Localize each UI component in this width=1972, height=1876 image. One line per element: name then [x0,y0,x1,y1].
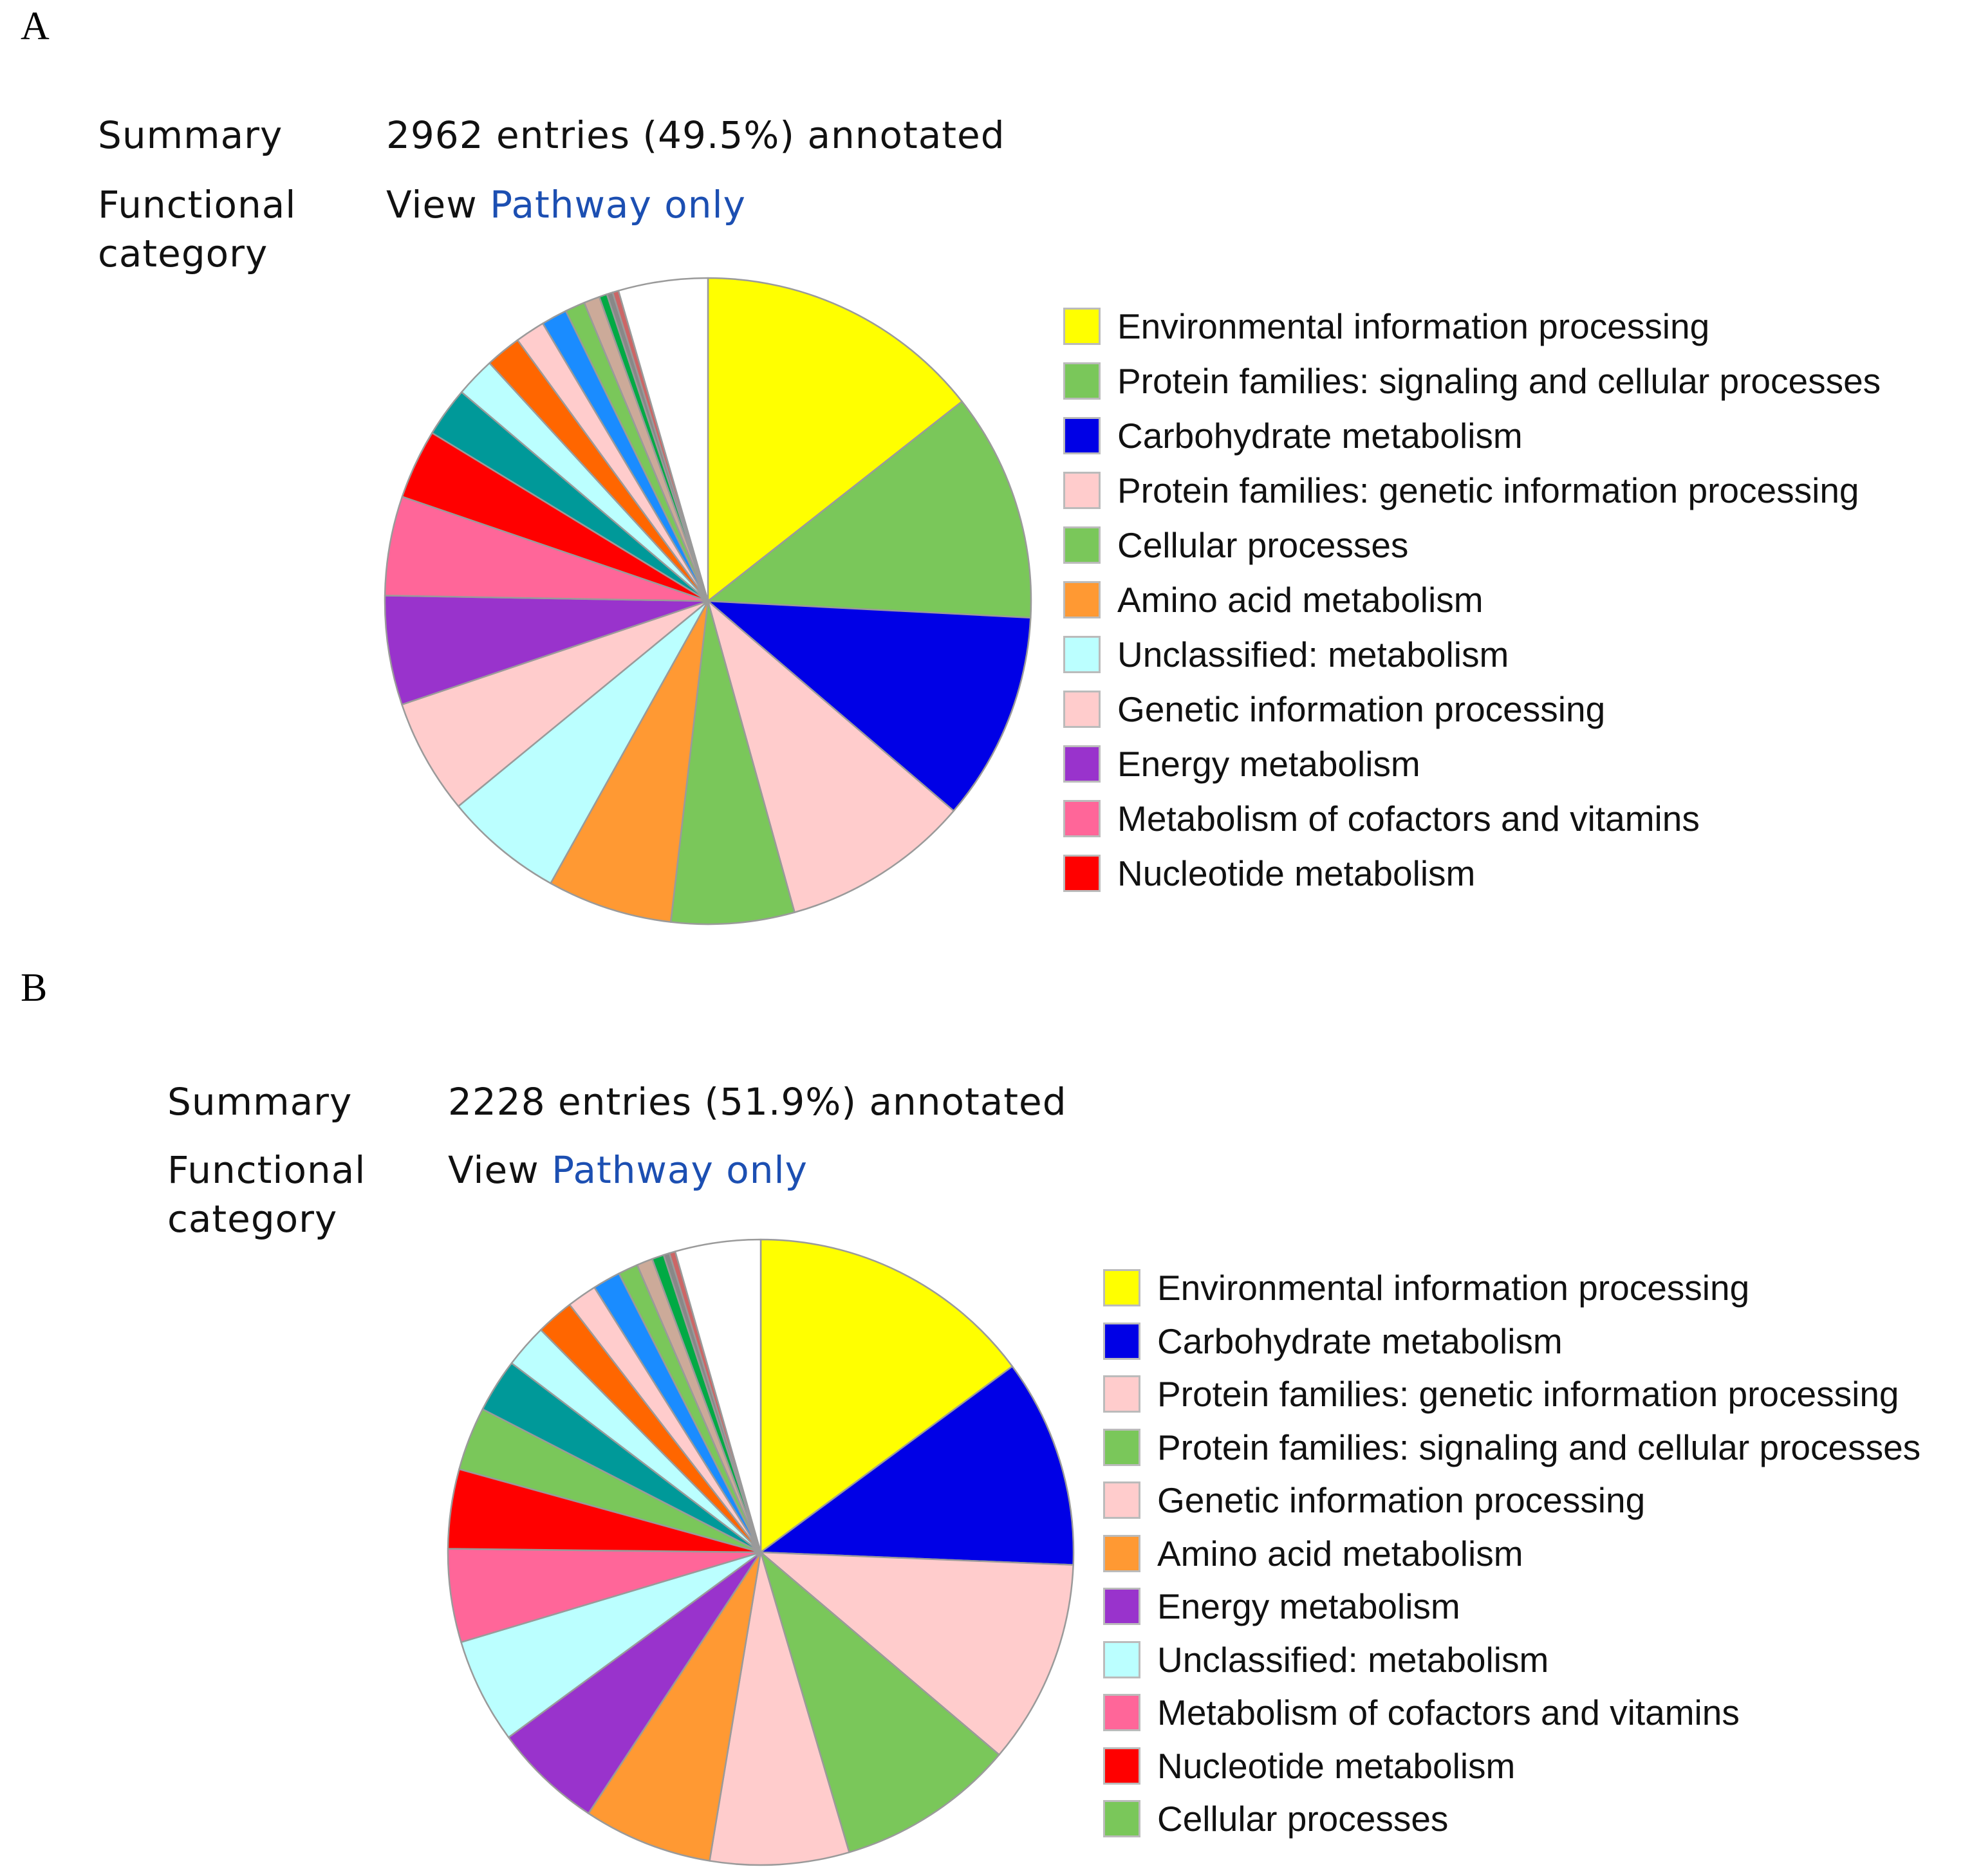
pie-slice [669,600,795,925]
legend-label: Genetic information processing [1117,689,1606,729]
legend-label: Energy metabolism [1157,1586,1460,1626]
pie-slice [759,1551,1074,1756]
legend-swatch [1063,691,1101,728]
legend-label: Protein families: signaling and cellular… [1117,361,1881,401]
legend-swatch [1103,1694,1140,1731]
pie-slice [759,1551,1000,1853]
legend-swatch [1063,308,1101,345]
pie-slice [759,1365,1075,1566]
view-text: View [386,183,478,227]
legend-swatch [1103,1640,1140,1678]
legend-label: Energy metabolism [1117,744,1420,784]
legend-label: Metabolism of cofactors and vitamins [1157,1693,1740,1732]
legend-label: Protein families: genetic information pr… [1157,1374,1899,1414]
summary-label: Summary [98,113,283,157]
legend-label: Nucleotide metabolism [1117,853,1476,893]
summary-value: 2228 entries (51.9%) annotated [448,1080,1067,1124]
legend-label: Carbohydrate metabolism [1117,416,1523,456]
pie-slice [507,1551,762,1814]
legend-swatch [1103,1481,1140,1519]
legend-label: Metabolism of cofactors and vitamins [1117,799,1700,839]
pie-slice [707,600,1032,812]
legend-swatch [1063,636,1101,673]
legend-label: Amino acid metabolism [1157,1533,1523,1574]
legend-label: Cellular processes [1157,1799,1449,1839]
pie-slice [709,1551,850,1866]
view-pathway-row: View Pathway only [448,1148,808,1192]
view-text: View [448,1148,539,1192]
legend-swatch [1103,1800,1140,1837]
legend-label: Nucleotide metabolism [1157,1745,1516,1786]
legend-swatch [1063,362,1101,400]
legend-label: Protein families: genetic information pr… [1117,470,1859,510]
pie-slice [707,277,963,602]
pie-slice [759,1238,1014,1554]
legend-swatch [1103,1375,1140,1413]
pie-slice [384,496,709,602]
legend-label: Environmental information processing [1117,306,1710,346]
panel-letter-b: B [21,966,48,1010]
legend-swatch [1103,1747,1140,1785]
pathway-only-link[interactable]: Pathway only [552,1148,808,1192]
panel-letter-a: A [21,5,50,48]
pie-chart-b [447,1238,1075,1866]
summary-value: 2962 entries (49.5%) annotated [386,113,1005,157]
pie-slice [457,600,709,884]
pie-slice [617,277,709,602]
legend-label: Environmental information processing [1157,1268,1750,1308]
pie-slice [588,1551,762,1862]
functional-category-label: Functional category [167,1148,366,1241]
legend-swatch [1063,800,1101,837]
summary-label: Summary [167,1080,353,1124]
legend-swatch [1103,1269,1140,1306]
functional-category-label: Functional category [98,183,297,275]
legend-swatch [1063,417,1101,454]
legend-swatch [1103,1322,1140,1360]
pie-slice [707,400,1032,619]
legend-a: Environmental information processing Prot… [1063,306,1964,913]
view-pathway-row: View Pathway only [386,183,746,227]
legend-swatch [1103,1534,1140,1572]
pie-slice [460,1551,762,1738]
legend-swatch [1063,472,1101,509]
pie-slice [401,600,709,807]
legend-b: Environmental information processing Carb… [1103,1268,1966,1861]
pie-chart-a [384,277,1032,925]
legend-swatch [1063,745,1101,783]
legend-label: Genetic information processing [1157,1480,1646,1520]
pathway-only-link[interactable]: Pathway only [490,183,746,227]
legend-label: Cellular processes [1117,525,1409,565]
legend-label: Amino acid metabolism [1117,580,1484,620]
legend-label: Unclassified: metabolism [1117,635,1509,674]
pie-slice [674,1238,762,1554]
legend-label: Carbohydrate metabolism [1157,1321,1563,1361]
legend-swatch [1103,1428,1140,1466]
legend-label: Protein families: signaling and cellular… [1157,1427,1921,1467]
legend-swatch [1063,526,1101,564]
pie-slice [384,595,709,706]
pie-slice [707,600,955,913]
pie-slice [447,1548,762,1643]
legend-swatch [1063,581,1101,618]
legend-label: Unclassified: metabolism [1157,1639,1549,1680]
pie-slice [550,600,709,923]
legend-swatch [1063,855,1101,892]
legend-swatch [1103,1588,1140,1625]
